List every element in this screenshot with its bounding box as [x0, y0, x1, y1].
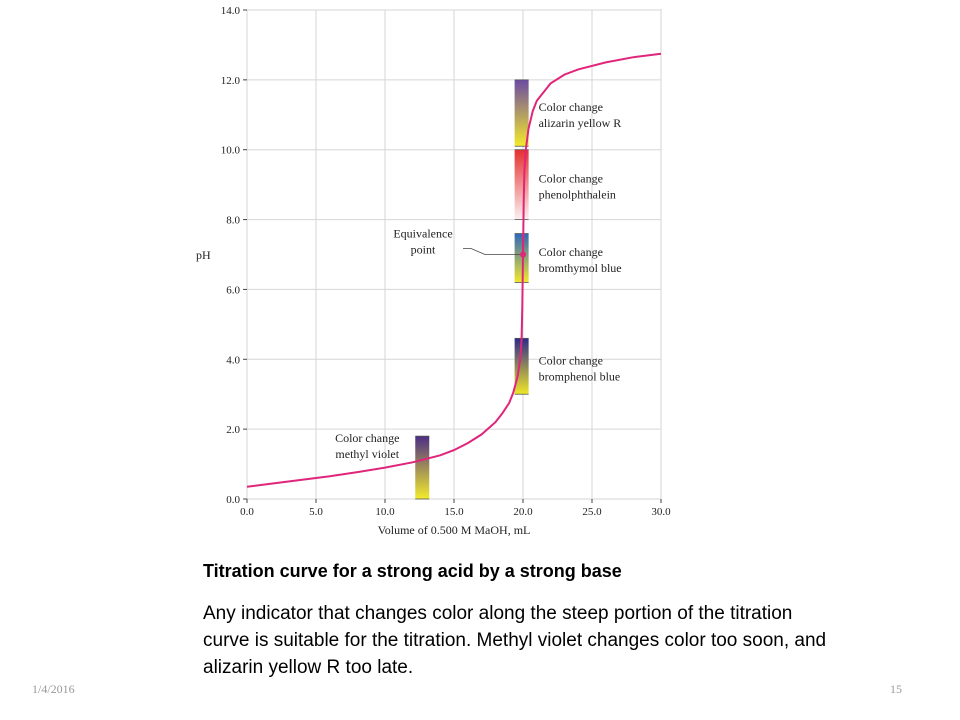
footer-date: 1/4/2016: [32, 682, 75, 696]
caption-title: Titration curve for a strong acid by a s…: [203, 561, 622, 581]
indicator-ranges: Color change methyl violet Color change bro…: [335, 79, 622, 500]
indicator-label: Color change alizarin yellow R: [539, 100, 622, 130]
indicator-bar: [514, 79, 529, 147]
equivalence-point-label-line: Equivalence: [393, 227, 452, 241]
y-axis-label: pH: [196, 248, 211, 262]
indicator-bar: [415, 436, 430, 499]
indicator-label: Color change bromphenol blue: [539, 353, 621, 383]
x-tick-label: 0.0: [240, 506, 254, 518]
indicator-label: Color change methyl violet: [335, 431, 400, 461]
equivalence-point-label-line: point: [411, 243, 436, 257]
indicator-label-line: Color change: [539, 172, 603, 186]
equivalence-point-label: Equivalence point: [393, 227, 452, 257]
titration-chart: 0.0 5.0 10.0 15.0 20.0 25.0 30.0 0.0 2.0 4.0 6.0 8.…: [196, 5, 671, 537]
indicator-label: Color change phenolphthalein: [539, 172, 616, 202]
indicator-label-line: methyl violet: [335, 447, 399, 461]
grid: [246, 9, 662, 500]
indicator-label-line: bromphenol blue: [539, 369, 621, 383]
y-tick-label: 4.0: [226, 354, 240, 366]
y-tick-label: 2.0: [226, 424, 240, 436]
indicator-label-line: Color change: [335, 431, 399, 445]
indicator-label: Color change bromthymol blue: [539, 245, 622, 275]
indicator-bar: [514, 233, 529, 283]
indicator-label-line: phenolphthalein: [539, 188, 616, 202]
indicator-label-line: alizarin yellow R: [539, 116, 622, 130]
equivalence-leader-line: [463, 248, 520, 255]
x-tick-label: 5.0: [309, 506, 323, 518]
x-axis-label: Volume of 0.500 M MaOH, mL: [378, 523, 531, 537]
x-tick-label: 10.0: [375, 506, 395, 518]
equivalence-point-marker: [520, 251, 526, 258]
axis-ticks: 0.0 5.0 10.0 15.0 20.0 25.0 30.0 0.0 2.0 4.0 6.0 8.…: [221, 5, 671, 518]
indicator-label-line: Color change: [539, 353, 603, 367]
indicator-label-line: Color change: [539, 100, 603, 114]
y-tick-label: 10.0: [221, 145, 241, 157]
x-tick-label: 20.0: [513, 506, 533, 518]
indicator-label-line: Color change: [539, 245, 603, 259]
y-tick-label: 0.0: [226, 494, 240, 506]
equivalence-point-annotation: Equivalence point: [393, 227, 526, 258]
y-tick-label: 14.0: [221, 5, 241, 17]
page-number: 15: [890, 682, 902, 696]
x-tick-label: 25.0: [582, 506, 602, 518]
y-tick-label: 6.0: [226, 284, 240, 296]
x-tick-label: 30.0: [651, 506, 671, 518]
x-tick-label: 15.0: [444, 506, 464, 518]
y-tick-label: 12.0: [221, 75, 241, 87]
indicator-bar: [514, 149, 529, 220]
caption-body: Any indicator that changes color along t…: [203, 603, 827, 678]
titration-curve: [246, 52, 662, 488]
y-tick-label: 8.0: [226, 215, 240, 227]
indicator-bar: [514, 338, 529, 395]
indicator-label-line: bromthymol blue: [539, 261, 622, 275]
